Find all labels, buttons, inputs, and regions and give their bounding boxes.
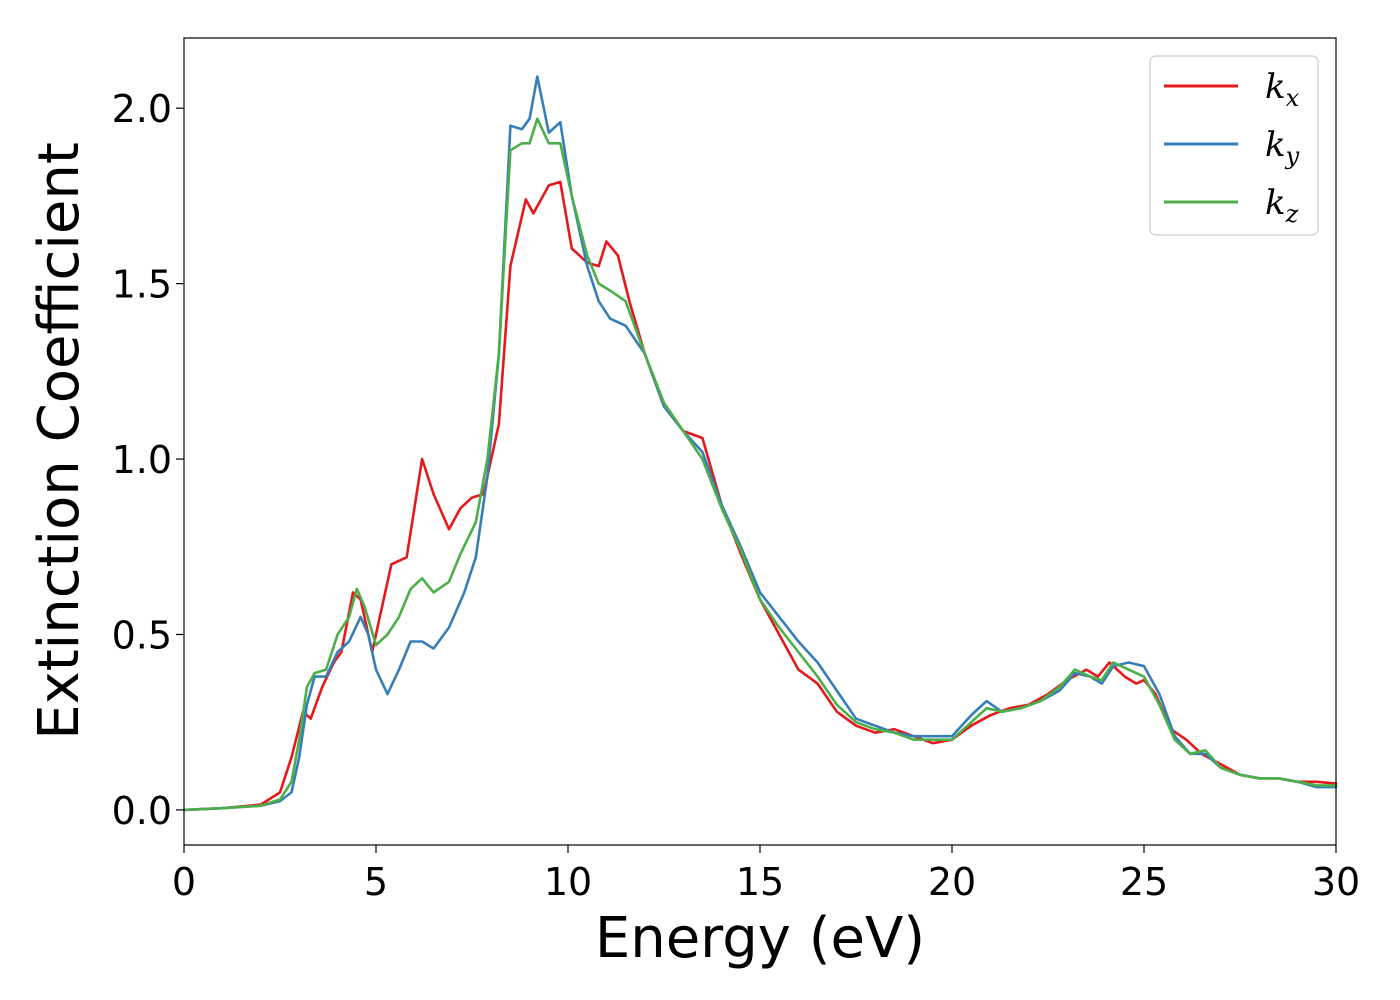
legend-label-x: kx [1265,67,1300,112]
series-line-x [182,180,1338,812]
series-line-z [182,117,1338,812]
y-tick-label: 0.0 [112,789,172,833]
legend-label-y: ky [1265,125,1300,170]
x-tick-label: 25 [1120,860,1168,904]
ticks-group: 0 5 10 15 20 25 30 0.0 0.5 1.0 1.5 2.0 [112,87,1361,904]
series-group [182,75,1338,812]
legend: kx ky kz [1149,55,1319,236]
y-tick-label: 2.0 [112,87,172,131]
legend-label-z: kz [1265,183,1299,228]
y-axis-title: Extinction Coefficient [27,142,92,740]
x-tick-label: 5 [364,860,388,904]
x-axis-title: Energy (eV) [595,906,925,971]
x-tick-label: 0 [172,860,196,904]
x-tick-label: 20 [928,860,976,904]
y-tick-label: 1.5 [112,263,172,307]
y-tick-label: 1.0 [112,438,172,482]
x-tick-label: 30 [1312,860,1360,904]
y-tick-label: 0.5 [112,613,172,657]
x-tick-label: 10 [544,860,592,904]
x-tick-label: 15 [736,860,784,904]
